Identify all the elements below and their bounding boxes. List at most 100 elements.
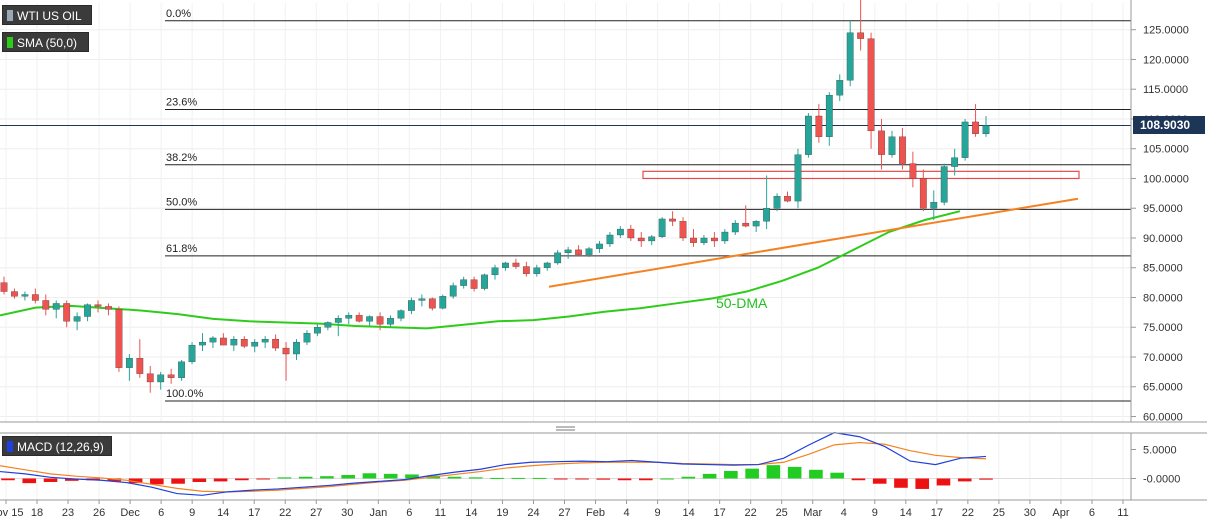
macd-label: MACD (12,26,9): [17, 440, 104, 454]
macd-histogram-bar: [235, 478, 249, 481]
candle-body: [543, 262, 551, 268]
candle-body: [84, 304, 91, 317]
time-tick-label: 22: [279, 507, 291, 519]
time-tick-label: 30: [341, 507, 353, 519]
macd-histogram-bar: [383, 473, 398, 479]
time-tick-label: 18: [31, 507, 43, 519]
macd-histogram-bar: [830, 472, 844, 479]
time-tick-label: 27: [558, 507, 570, 519]
time-tick-label: 22: [745, 507, 757, 519]
instrument-label: WTI US OIL: [17, 9, 82, 23]
candle-body: [31, 294, 39, 301]
candle-body: [794, 154, 802, 202]
candle-body: [428, 298, 436, 309]
candle-body: [679, 221, 687, 239]
time-tick-label: 9: [655, 507, 661, 519]
candle-body: [554, 252, 562, 264]
candle-body: [470, 279, 478, 289]
macd-histogram-bar: [851, 478, 866, 481]
sma-line: [0, 210, 961, 330]
candle-body: [449, 285, 457, 297]
candle-body: [334, 318, 342, 323]
macd-axis: -0.0000 5.0000: [1131, 445, 1180, 486]
candle-body: [763, 208, 771, 222]
candle-body: [366, 316, 374, 322]
fib-label: 100.0%: [166, 388, 204, 400]
macd-histogram-bar: [787, 466, 802, 479]
candle-body: [669, 218, 676, 222]
macd-histogram-bar: [936, 478, 951, 486]
candle-body: [627, 228, 635, 239]
sma-swatch-icon: [7, 37, 13, 48]
sma-50-line: [0, 210, 961, 330]
macd-legend[interactable]: MACD (12,26,9): [2, 436, 112, 456]
macd-histogram-bar: [702, 473, 717, 479]
price-tick-label: 115.0000: [1143, 84, 1188, 96]
candle-body: [502, 262, 509, 268]
macd-histogram-bar: [128, 478, 143, 484]
macd-histogram-bar: [107, 478, 122, 482]
candle-body: [125, 358, 133, 368]
macd-histogram-bar: [979, 478, 993, 480]
pane-splitter[interactable]: [556, 426, 575, 431]
candle-body: [439, 296, 447, 309]
time-tick-label: 17: [248, 507, 260, 519]
macd-histogram-bar: [43, 478, 58, 482]
macd-line: [0, 432, 987, 496]
macd-histogram-bar: [553, 478, 568, 480]
time-tick-label: 6: [406, 507, 412, 519]
macd-tick-label: -0.0000: [1143, 474, 1180, 486]
candle-body: [136, 358, 144, 374]
time-tick-label: 30: [1024, 507, 1036, 519]
candle-body: [219, 337, 227, 346]
candle-body: [658, 218, 666, 237]
candle-body: [585, 248, 593, 255]
candle-body: [491, 267, 499, 276]
macd-histogram-bar: [320, 476, 334, 479]
candle-body: [648, 236, 656, 242]
candle-body: [867, 38, 875, 132]
candle-body: [387, 318, 394, 325]
time-tick-label: 9: [872, 507, 878, 519]
time-tick-label: 4: [841, 507, 847, 519]
macd-histogram-bar: [532, 477, 547, 479]
candle-body: [888, 136, 896, 155]
candle-body: [899, 136, 906, 164]
candle-body: [324, 322, 332, 328]
candle-body: [825, 95, 833, 137]
macd-swatch-icon: [7, 441, 13, 452]
fib-label: 0.0%: [166, 8, 191, 20]
candle-body: [522, 266, 530, 274]
time-tick-label: 22: [962, 507, 974, 519]
macd-histogram-bar: [468, 477, 483, 479]
candle-body: [146, 373, 154, 383]
time-tick-label: 6: [1089, 507, 1095, 519]
candle-body: [752, 221, 760, 227]
candle-body: [345, 315, 353, 319]
price-tick-label: 60.0000: [1143, 412, 1183, 424]
sma-legend[interactable]: SMA (50,0): [2, 32, 89, 52]
candle-body: [397, 310, 405, 319]
time-tick-label: 17: [931, 507, 943, 519]
time-tick-label: Jan: [369, 507, 387, 519]
candle-body: [293, 341, 300, 355]
candle-body: [857, 32, 865, 39]
candle-body: [784, 196, 791, 202]
time-tick-label: 19: [496, 507, 508, 519]
axes: [0, 0, 1207, 501]
candle-body: [878, 130, 885, 155]
candle-body: [230, 338, 238, 346]
macd-histogram-bar: [150, 478, 164, 485]
candle-body: [0, 282, 8, 292]
time-tick-label: 27: [310, 507, 322, 519]
candle-body: [178, 361, 185, 378]
macd-histogram-bar: [724, 470, 738, 479]
time-tick-label: 14: [465, 507, 477, 519]
macd-histogram-bar: [745, 468, 759, 479]
candle-body: [836, 80, 844, 96]
instrument-legend[interactable]: WTI US OIL: [2, 5, 92, 25]
time-tick-label: 17: [714, 507, 726, 519]
macd-histogram-bar: [681, 476, 696, 479]
candle-body: [961, 121, 969, 158]
